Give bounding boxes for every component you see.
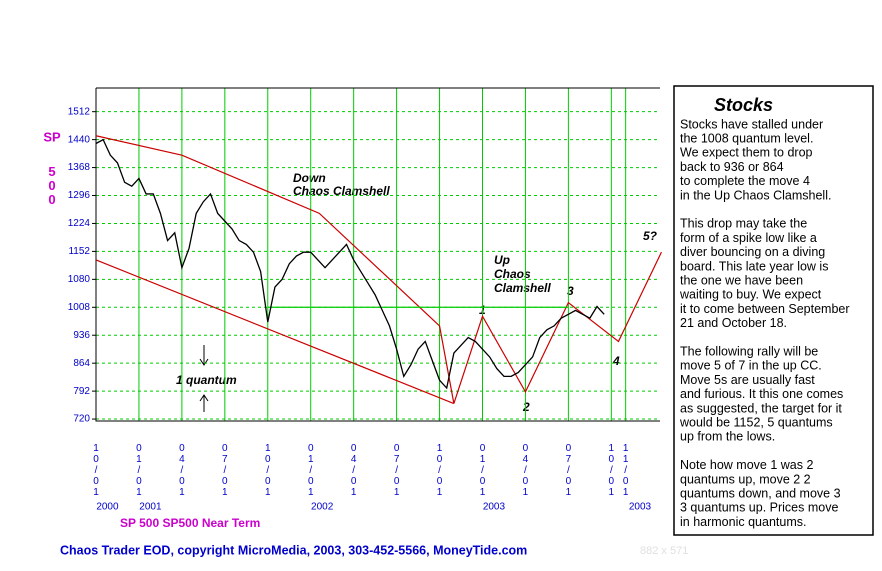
x-tick-label: 0 4/0 1 <box>523 443 529 498</box>
panel-text: in the Up Chaos Clamshell. <box>680 188 831 202</box>
wave-label: 5? <box>643 229 658 243</box>
x-tick-label: 0 7/0 1 <box>566 443 572 498</box>
x-tick-label: 0 4/0 1 <box>351 443 357 498</box>
y-tick-label: 1440 <box>68 134 91 145</box>
x-tick-label: 0 7/0 1 <box>222 443 228 498</box>
panel-text: 21 and October 18. <box>680 316 787 330</box>
y-tick-label: 1152 <box>68 246 90 257</box>
panel-text: Note how move 1 was 2 <box>680 458 813 472</box>
panel-text: This drop may take the <box>680 217 807 231</box>
x-tick-label: 1 0/0 1 <box>265 443 271 498</box>
x-tick-label: 1 0/0 1 <box>93 443 99 498</box>
year-label: 2003 <box>629 502 652 513</box>
annotation: Clamshell <box>494 281 551 295</box>
annotation: Up <box>494 253 510 267</box>
annotation: Chaos Clamshell <box>293 184 390 198</box>
panel-text: to complete the move 4 <box>680 174 810 188</box>
y-tick-label: 864 <box>73 358 90 369</box>
trend-line <box>95 259 455 405</box>
panel-text: it to come between September <box>680 302 850 316</box>
footer: Chaos Trader EOD, copyright MicroMedia, … <box>60 543 527 557</box>
quantum-arrows <box>199 345 209 412</box>
panel-text: board. This late year low is <box>680 259 828 273</box>
panel-text: form of a spike low like a <box>680 231 817 245</box>
panel-text: quantums up, move 2 2 <box>680 472 811 486</box>
x-tick-label: 0 7/0 1 <box>394 443 400 498</box>
x-tick-label: 1 0/0 1 <box>609 443 615 498</box>
y-tick-label: 792 <box>73 386 90 397</box>
panel-text: in harmonic quantums. <box>680 515 806 529</box>
trend-line <box>453 251 662 404</box>
panel-text: Stocks have stalled under <box>680 117 823 131</box>
panel-text: the 1008 quantum level. <box>680 131 813 145</box>
panel-text: diver bouncing on a diving <box>680 245 825 259</box>
panel-text: The following rally will be <box>680 344 818 358</box>
price-line <box>95 138 605 390</box>
y-tick-label: 1512 <box>68 106 91 117</box>
trend-line <box>95 135 455 404</box>
x-tick-label: 0 1/0 1 <box>308 443 314 498</box>
y-tick-label: 1224 <box>68 218 91 229</box>
y-tick-label: 936 <box>73 330 90 341</box>
y-tick-label: 1080 <box>68 274 91 285</box>
wave-label: 2 <box>522 400 530 414</box>
panel-text: would be 1152, 5 quantums <box>679 415 833 429</box>
y-axis-label: SP <box>43 129 61 144</box>
x-tick-label: 0 4/0 1 <box>179 443 185 498</box>
panel-text: up from the lows. <box>680 430 775 444</box>
panel-text: We expect them to drop <box>680 146 813 160</box>
x-tick-label: 0 1/0 1 <box>480 443 486 498</box>
panel-text: Move 5s are usually fast <box>680 373 815 387</box>
year-label: 2002 <box>311 502 334 513</box>
y-tick-label: 1296 <box>68 190 91 201</box>
panel-text: as suggested, the target for it <box>680 401 842 415</box>
annotation: 1 quantum <box>176 373 237 387</box>
x-tick-label: 1 1/0 1 <box>623 443 629 498</box>
y-tick-label: 1368 <box>68 162 91 173</box>
panel-text: and furious. It this one comes <box>680 387 843 401</box>
size-note: 882 x 571 <box>640 545 688 557</box>
wave-label: 4 <box>612 354 620 368</box>
text-panel <box>673 85 874 536</box>
year-label: 2003 <box>483 502 506 513</box>
panel-text: quantums down, and move 3 <box>680 486 841 500</box>
panel-text: waiting to buy. We expect <box>679 288 822 302</box>
panel-text: the one we have been <box>680 273 803 287</box>
year-label: 2001 <box>139 502 162 513</box>
year-label: 2000 <box>96 502 119 513</box>
panel-text: back to 936 or 864 <box>680 160 784 174</box>
legend: SP 500 SP500 Near Term <box>120 516 260 530</box>
axes <box>95 87 660 422</box>
x-tick-label: 0 1/0 1 <box>136 443 142 498</box>
annotation: Down <box>293 171 326 185</box>
panel-text: move 5 of 7 in the up CC. <box>680 359 822 373</box>
x-tick-label: 1 0/0 1 <box>437 443 443 498</box>
annotation: Chaos <box>494 267 531 281</box>
panel-text: 3 quantums up. Prices move <box>680 501 838 515</box>
panel-title: Stocks <box>714 95 773 115</box>
y-tick-label: 720 <box>73 414 90 425</box>
wave-label: 3 <box>567 284 574 298</box>
y-tick-label: 1008 <box>68 302 91 313</box>
